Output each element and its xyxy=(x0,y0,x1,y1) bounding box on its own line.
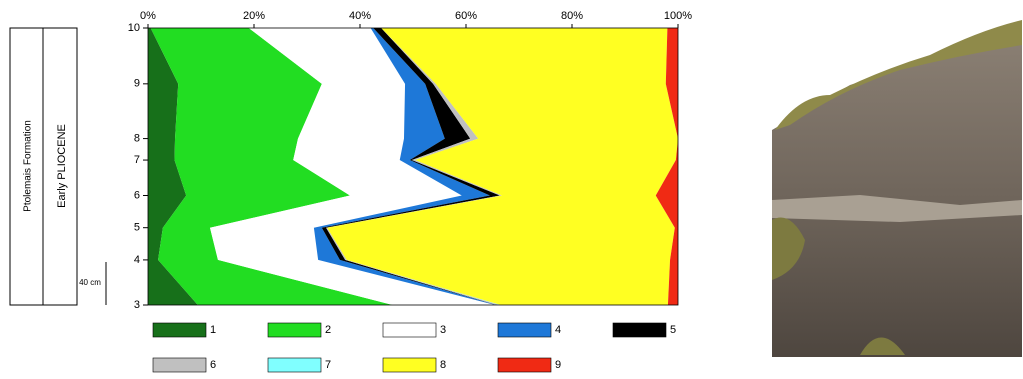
legend-swatch xyxy=(497,322,552,338)
epoch-box xyxy=(42,27,78,306)
plot: 0% 20% 40% 60% 80% 100% 3 4 5 6 7 8 9 10 xyxy=(128,10,693,311)
legend-label: 4 xyxy=(555,324,561,336)
photo-rock xyxy=(772,40,1022,357)
legend-swatch xyxy=(382,322,437,338)
legend-label: 1 xyxy=(210,324,216,336)
photo xyxy=(772,15,1022,357)
x-tick-label: 0% xyxy=(140,10,156,22)
legend-label: 5 xyxy=(670,324,676,336)
y-tick-label: 7 xyxy=(134,154,140,166)
legend-swatch xyxy=(152,357,207,373)
photo-layer xyxy=(772,195,1022,222)
formation-box xyxy=(9,27,44,306)
plot-frame xyxy=(147,27,679,306)
y-tick-label: 9 xyxy=(134,78,140,90)
y-tick-label: 3 xyxy=(134,299,140,311)
legend-swatch xyxy=(382,357,437,373)
y-tick-label: 6 xyxy=(134,189,140,201)
x-tick-label: 20% xyxy=(243,10,265,22)
legend-swatch xyxy=(267,357,322,373)
area xyxy=(148,28,198,305)
legend-label: 8 xyxy=(440,359,446,371)
legend: 1 2 3 4 5 6 7 8 9 xyxy=(152,322,676,373)
area xyxy=(655,28,678,305)
area xyxy=(150,28,393,305)
x-tick-label: 80% xyxy=(561,10,583,22)
legend-swatch xyxy=(267,322,322,338)
y-tick-label: 4 xyxy=(134,254,140,266)
photo-bush xyxy=(860,337,905,355)
legend-swatch xyxy=(497,357,552,373)
formation-label: Ptolemais Formation xyxy=(23,120,34,212)
photo-grass xyxy=(775,20,1022,130)
area xyxy=(210,28,496,305)
photo-bush xyxy=(772,217,805,280)
scale-label: 40 cm xyxy=(79,278,101,287)
x-tick-label: 60% xyxy=(455,10,477,22)
legend-label: 2 xyxy=(325,324,331,336)
area xyxy=(313,28,497,305)
legend-label: 3 xyxy=(440,324,446,336)
x-tick-label: 40% xyxy=(349,10,371,22)
legend-swatch xyxy=(612,322,667,338)
area xyxy=(327,28,678,305)
legend-swatch xyxy=(152,322,207,338)
legend-label: 9 xyxy=(555,359,561,371)
stratigraphic-column: Ptolemais Formation Early PLIOCENE 40 cm xyxy=(9,27,107,306)
x-tick-label: 100% xyxy=(664,10,692,22)
y-tick-label: 8 xyxy=(134,132,140,144)
legend-label: 7 xyxy=(325,359,331,371)
y-tick-label: 5 xyxy=(134,222,140,234)
legend-label: 6 xyxy=(210,359,216,371)
epoch-label: Early PLIOCENE xyxy=(56,124,68,208)
y-tick-label: 10 xyxy=(128,22,140,34)
